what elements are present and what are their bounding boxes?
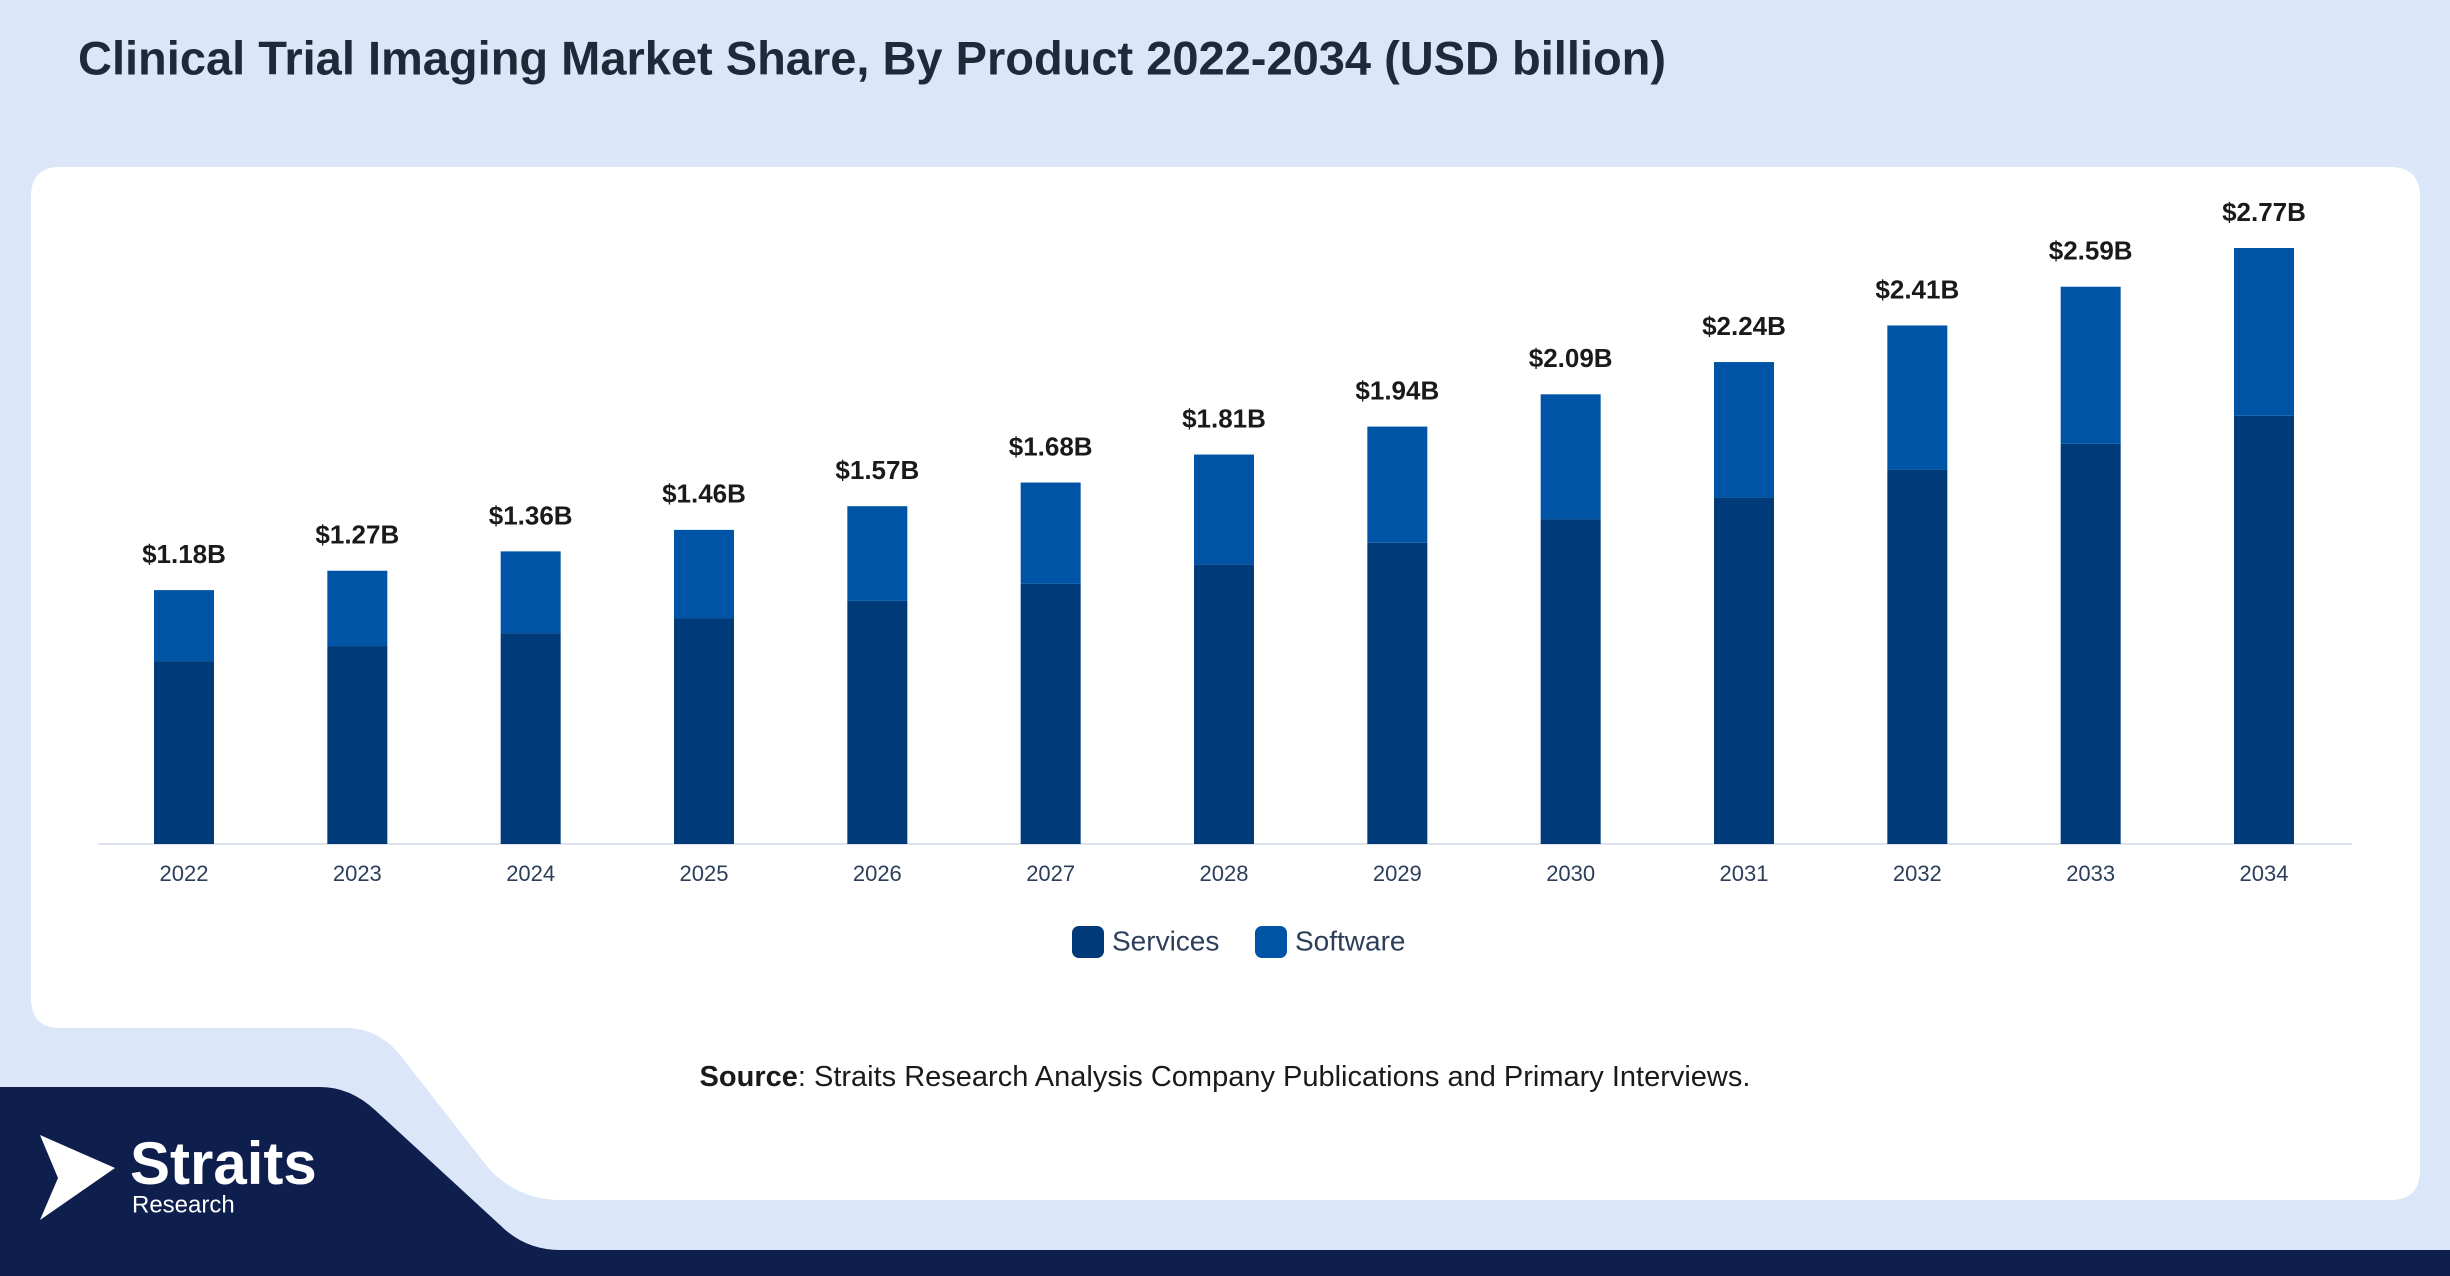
- x-tick-label: 2026: [853, 861, 902, 886]
- total-label: $2.09B: [1529, 343, 1613, 373]
- total-label: $2.41B: [1875, 274, 1959, 304]
- logo-sub: Research: [132, 1191, 235, 1218]
- total-label: $1.94B: [1355, 375, 1439, 405]
- bar-segment: [327, 646, 388, 844]
- bar-segment: [1887, 469, 1948, 844]
- x-tick-label: 2022: [160, 861, 209, 886]
- bar-segment: [327, 570, 388, 647]
- bar-segment: [500, 633, 561, 844]
- bar-segment: [1367, 542, 1428, 844]
- footer-band: [0, 1087, 2450, 1276]
- total-label: $1.46B: [662, 479, 746, 509]
- x-tick-label: 2029: [1373, 861, 1422, 886]
- bar-segment: [1194, 454, 1254, 565]
- total-label: $1.81B: [1182, 403, 1266, 433]
- x-tick-label: 2028: [1200, 861, 1249, 886]
- bar-segment: [1714, 497, 1774, 844]
- bar-segment: [1194, 564, 1254, 844]
- logo-icon: [40, 1135, 115, 1220]
- x-tick-label: 2024: [506, 861, 555, 886]
- bar-segment: [2060, 443, 2121, 844]
- x-tick-label: 2027: [1026, 861, 1075, 886]
- source-text: : Straits Research Analysis Company Publ…: [798, 1061, 1751, 1093]
- legend-label: Software: [1295, 925, 1406, 956]
- source-label: Source: [700, 1061, 798, 1093]
- source: Source: Straits Research Analysis Compan…: [700, 1061, 1751, 1093]
- bar-segment: [154, 590, 214, 662]
- x-tick-label: 2023: [333, 861, 382, 886]
- total-label: $2.59B: [2049, 236, 2133, 266]
- total-label: $2.24B: [1702, 311, 1786, 341]
- x-tick-label: 2025: [680, 861, 729, 886]
- legend-swatch: [1255, 926, 1287, 958]
- bar-segment: [674, 618, 734, 844]
- legend-swatch: [1072, 926, 1104, 958]
- bar-segment: [847, 506, 908, 601]
- bar-segment: [1887, 325, 1948, 470]
- bar-segment: [1714, 362, 1774, 498]
- bar-segment: [1540, 519, 1601, 844]
- total-label: $2.77B: [2222, 197, 2306, 227]
- total-label: $1.18B: [142, 539, 226, 569]
- total-label: $1.27B: [315, 520, 399, 550]
- bar-segment: [1367, 426, 1428, 543]
- x-tick-label: 2033: [2066, 861, 2115, 886]
- bar-segment: [847, 600, 908, 844]
- x-tick-label: 2034: [2240, 861, 2289, 886]
- bar-segment: [674, 529, 734, 619]
- logo-name: Straits: [130, 1130, 317, 1197]
- x-tick-label: 2032: [1893, 861, 1942, 886]
- total-label: $1.68B: [1009, 431, 1093, 461]
- bar-segment: [154, 661, 214, 844]
- bar-segment: [2234, 415, 2294, 844]
- total-label: $1.36B: [489, 500, 573, 530]
- bar-segment: [2234, 248, 2294, 416]
- legend-label: Services: [1112, 925, 1219, 956]
- bar-segment: [1020, 482, 1081, 584]
- total-label: $1.57B: [835, 455, 919, 485]
- x-tick-label: 2031: [1720, 861, 1769, 886]
- chart-title: Clinical Trial Imaging Market Share, By …: [78, 31, 1666, 84]
- x-tick-label: 2030: [1546, 861, 1595, 886]
- bar-segment: [2060, 286, 2121, 444]
- bar-segment: [1020, 583, 1081, 844]
- bar-segment: [1540, 394, 1601, 520]
- bar-segment: [500, 551, 561, 634]
